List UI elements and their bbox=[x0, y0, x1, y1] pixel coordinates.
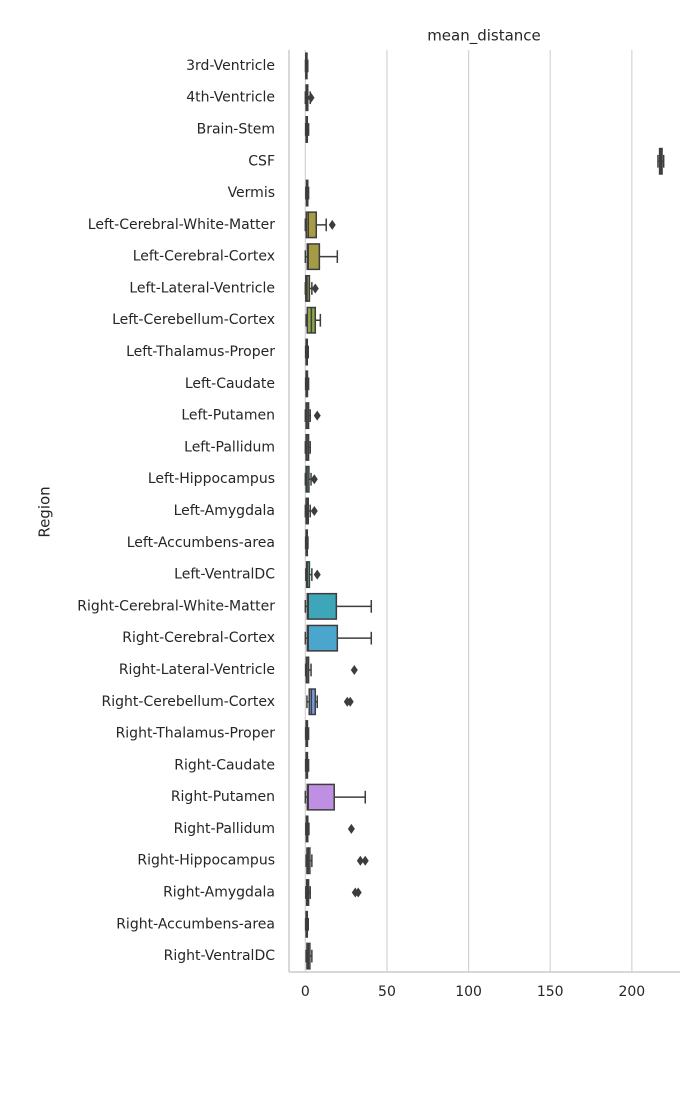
y-tick-label: Right-Thalamus-Proper bbox=[116, 726, 276, 742]
outlier bbox=[328, 219, 336, 230]
y-tick-label: Left-VentralDC bbox=[174, 567, 275, 583]
y-tick-label: CSF bbox=[248, 153, 275, 169]
chart-title: mean_distance bbox=[427, 27, 541, 46]
y-tick-label: Left-Cerebellum-Cortex bbox=[112, 312, 275, 328]
outlier bbox=[307, 92, 315, 103]
outlier bbox=[310, 506, 318, 516]
box bbox=[308, 688, 317, 716]
outlier bbox=[346, 696, 354, 707]
y-tick-label: Right-Cerebral-Cortex bbox=[122, 630, 275, 646]
y-tick-label: Left-Cerebral-White-Matter bbox=[88, 217, 275, 233]
y-tick-label: Right-Hippocampus bbox=[137, 853, 275, 869]
outlier bbox=[356, 855, 364, 866]
y-tick-label: 3rd-Ventricle bbox=[186, 58, 275, 74]
y-tick-label: Left-Caudate bbox=[185, 376, 275, 392]
y-tick-label: Right-Pallidum bbox=[174, 821, 275, 837]
y-tick-label: Left-Pallidum bbox=[184, 439, 275, 455]
x-tick-label: 100 bbox=[455, 984, 482, 1000]
y-tick-label: Left-Accumbens-area bbox=[127, 535, 275, 551]
box bbox=[306, 243, 321, 271]
y-tick-label: Left-Amygdala bbox=[174, 503, 275, 519]
y-tick-label: Brain-Stem bbox=[197, 121, 275, 137]
x-tick-label: 50 bbox=[378, 984, 396, 1000]
outlier bbox=[313, 410, 321, 421]
outlier bbox=[361, 855, 369, 866]
outlier bbox=[347, 823, 355, 834]
y-tick-label: Right-Putamen bbox=[171, 789, 275, 805]
box bbox=[306, 783, 335, 811]
outlier bbox=[354, 887, 362, 898]
y-tick-label: Left-Thalamus-Proper bbox=[126, 344, 275, 360]
x-tick-label: 200 bbox=[618, 984, 645, 1000]
y-tick-label: 4th-Ventricle bbox=[186, 90, 275, 106]
y-tick-label: Left-Lateral-Ventricle bbox=[129, 280, 275, 296]
y-tick-label: Right-Caudate bbox=[174, 757, 275, 773]
y-tick-label: Right-VentralDC bbox=[164, 948, 276, 964]
x-tick-label: 0 bbox=[301, 984, 310, 1000]
outlier bbox=[310, 474, 318, 485]
y-axis-label: Region bbox=[36, 486, 54, 537]
y-tick-label: Right-Cerebral-White-Matter bbox=[77, 598, 275, 614]
y-tick-label: Right-Accumbens-area bbox=[116, 916, 275, 932]
box bbox=[305, 211, 318, 239]
y-tick-label: Left-Cerebral-Cortex bbox=[133, 249, 275, 265]
outlier bbox=[350, 664, 358, 675]
y-tick-label: Vermis bbox=[228, 185, 275, 201]
y-tick-label: Left-Putamen bbox=[181, 408, 275, 424]
x-tick-label: 150 bbox=[537, 984, 564, 1000]
box bbox=[306, 624, 339, 652]
y-tick-label: Right-Amygdala bbox=[163, 885, 275, 901]
y-tick-label: Left-Hippocampus bbox=[148, 471, 275, 487]
outlier bbox=[311, 283, 319, 294]
y-tick-label: Right-Lateral-Ventricle bbox=[119, 662, 275, 678]
outlier bbox=[313, 569, 321, 580]
box bbox=[306, 592, 338, 620]
y-tick-label: Right-Cerebellum-Cortex bbox=[102, 694, 275, 710]
